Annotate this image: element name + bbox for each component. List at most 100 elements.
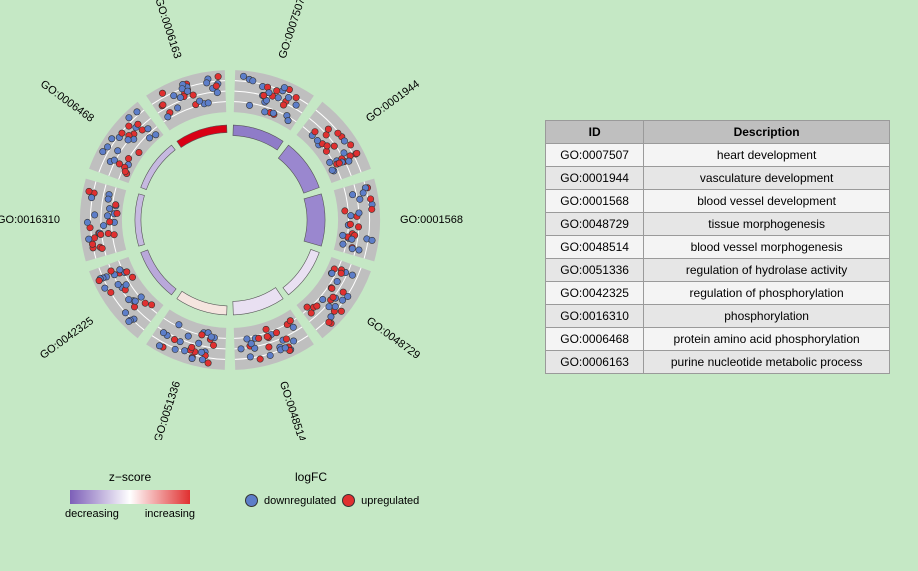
up-dot bbox=[324, 143, 330, 149]
go-table: IDDescriptionGO:0007507heart development… bbox=[545, 120, 890, 374]
down-dot bbox=[319, 296, 325, 302]
up-dot bbox=[116, 161, 122, 167]
sector-label: GO:0001944 bbox=[364, 78, 422, 125]
up-dot bbox=[99, 245, 105, 251]
table-header: Description bbox=[644, 121, 890, 144]
zscore-right-label: increasing bbox=[145, 508, 195, 520]
down-dot bbox=[369, 237, 375, 243]
down-dot bbox=[172, 346, 178, 352]
down-dot bbox=[184, 88, 190, 94]
up-dot bbox=[215, 73, 221, 79]
down-dot bbox=[125, 137, 131, 143]
up-dot bbox=[261, 92, 267, 98]
down-dot bbox=[114, 148, 120, 154]
up-dot bbox=[111, 232, 117, 238]
up-label: upregulated bbox=[361, 495, 419, 507]
up-dot bbox=[264, 333, 270, 339]
down-dot bbox=[100, 222, 106, 228]
down-dot bbox=[356, 210, 362, 216]
down-dot bbox=[109, 136, 115, 142]
up-dot bbox=[98, 231, 104, 237]
up-dot bbox=[205, 360, 211, 366]
up-dot bbox=[213, 83, 219, 89]
down-dot bbox=[126, 115, 132, 121]
table-cell: vasculature development bbox=[644, 167, 890, 190]
down-dot bbox=[314, 137, 320, 143]
up-dot bbox=[347, 142, 353, 148]
table-row: GO:0048729tissue morphogenesis bbox=[546, 213, 890, 236]
down-dot bbox=[117, 267, 123, 273]
up-dot bbox=[122, 168, 128, 174]
table-row: GO:0007507heart development bbox=[546, 144, 890, 167]
down-dot bbox=[356, 247, 362, 253]
up-dot bbox=[314, 303, 320, 309]
up-dot bbox=[283, 336, 289, 342]
up-dot bbox=[96, 277, 102, 283]
table-cell: protein amino acid phosphorylation bbox=[644, 328, 890, 351]
zscore-legend: z−score decreasing increasing bbox=[65, 470, 195, 520]
down-dot bbox=[100, 148, 106, 154]
sector-label: GO:0051336 bbox=[152, 380, 183, 440]
down-dot bbox=[348, 212, 354, 218]
up-dot bbox=[124, 269, 130, 275]
up-dot bbox=[287, 318, 293, 324]
down-dot bbox=[115, 281, 121, 287]
zscore-bar bbox=[278, 145, 319, 193]
zscore-bar bbox=[283, 249, 319, 294]
up-dot bbox=[342, 208, 348, 214]
table-cell: GO:0048514 bbox=[546, 236, 644, 259]
down-dot bbox=[177, 94, 183, 100]
sector-label: GO:0042325 bbox=[38, 315, 96, 362]
down-dot bbox=[165, 114, 171, 120]
up-dot bbox=[329, 285, 335, 291]
down-dot bbox=[199, 356, 205, 362]
up-dot bbox=[312, 129, 318, 135]
table-cell: GO:0006163 bbox=[546, 351, 644, 374]
up-dot bbox=[335, 130, 341, 136]
up-dot bbox=[142, 300, 148, 306]
down-dot bbox=[189, 355, 195, 361]
up-dot bbox=[323, 132, 329, 138]
up-dot bbox=[136, 149, 142, 155]
up-dot bbox=[129, 274, 135, 280]
table-row: GO:0016310phosphorylation bbox=[546, 305, 890, 328]
zscore-bar bbox=[304, 194, 325, 246]
sector-label: GO:0006468 bbox=[38, 78, 96, 125]
zscore-bar bbox=[233, 125, 283, 150]
table-row: GO:0006163purine nucleotide metabolic pr… bbox=[546, 351, 890, 374]
table-cell: GO:0048729 bbox=[546, 213, 644, 236]
table-cell: heart development bbox=[644, 144, 890, 167]
zscore-left-label: decreasing bbox=[65, 508, 119, 520]
zscore-bar bbox=[177, 125, 227, 147]
up-dot bbox=[139, 127, 145, 133]
zscore-bar bbox=[135, 194, 144, 246]
down-dot bbox=[174, 105, 180, 111]
down-dot bbox=[340, 241, 346, 247]
sector-label: GO:0007507 bbox=[277, 0, 308, 60]
table-cell: GO:0016310 bbox=[546, 305, 644, 328]
table-cell: GO:0007507 bbox=[546, 144, 644, 167]
up-dot bbox=[367, 196, 373, 202]
up-dot bbox=[369, 206, 375, 212]
up-dot bbox=[347, 221, 353, 227]
down-dot bbox=[156, 343, 162, 349]
table-row: GO:0051336regulation of hydrolase activi… bbox=[546, 259, 890, 282]
logfc-title: logFC bbox=[295, 470, 327, 484]
table-row: GO:0006468protein amino acid phosphoryla… bbox=[546, 328, 890, 351]
down-dot bbox=[123, 282, 129, 288]
up-dot bbox=[308, 310, 314, 316]
down-dot bbox=[293, 102, 299, 108]
down-dot bbox=[145, 126, 151, 132]
down-dot bbox=[285, 94, 291, 100]
down-dot bbox=[138, 294, 144, 300]
down-dot bbox=[106, 205, 112, 211]
table-cell: GO:0001944 bbox=[546, 167, 644, 190]
up-dot bbox=[148, 302, 154, 308]
down-dot bbox=[246, 102, 252, 108]
up-dot bbox=[199, 332, 205, 338]
up-dot bbox=[326, 319, 332, 325]
up-dot bbox=[338, 270, 344, 276]
down-dot bbox=[346, 158, 352, 164]
down-dot bbox=[250, 78, 256, 84]
down-dot bbox=[153, 132, 159, 138]
